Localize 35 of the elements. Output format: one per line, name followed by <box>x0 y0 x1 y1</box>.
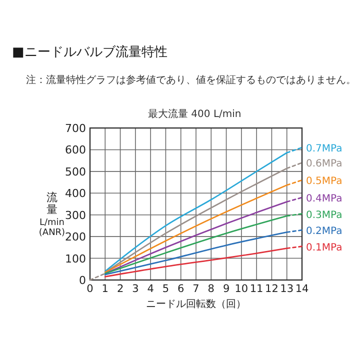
y-tick-label: 400 <box>65 187 86 200</box>
series-label: 0.1MPa <box>306 242 342 254</box>
y-axis-title: 流量 L/min (ANR) <box>38 191 66 238</box>
series-label: 0.4MPa <box>306 193 342 204</box>
series-label: 0.3MPa <box>306 210 342 221</box>
x-tick-label: 7 <box>192 283 200 295</box>
y-tick-label: 700 <box>65 122 86 135</box>
x-tick-label: 0 <box>86 283 94 295</box>
x-tick-label: 2 <box>116 283 124 295</box>
x-axis-title: ニードル回転数（回） <box>146 299 246 310</box>
y-tick-label: 0 <box>79 274 86 287</box>
chart-subtitle: 最大流量 400 L/min <box>148 108 242 120</box>
x-tick-label: 5 <box>162 283 170 295</box>
x-tick-label: 12 <box>265 283 278 295</box>
text: 注：流量特性グラフは参考値であり、値を保証するものではありません。 <box>26 74 350 86</box>
series-label: 0.7MPa <box>306 144 342 155</box>
y-tick-label: 500 <box>65 165 86 178</box>
chart-title: ■ニードルバルブ流量特性 <box>12 44 168 60</box>
x-tick-label: 13 <box>280 283 294 295</box>
x-tick-label: 3 <box>132 283 139 295</box>
series-label: 0.2MPa <box>306 226 342 238</box>
x-tick-label: 10 <box>234 283 248 295</box>
y-tick-label: 300 <box>65 208 86 222</box>
x-tick-label: 14 <box>295 283 309 295</box>
x-tick-label: 4 <box>147 283 154 295</box>
y-tick-label: 200 <box>65 230 86 244</box>
series-label: 0.6MPa <box>306 158 342 170</box>
x-tick-label: 1 <box>102 283 108 295</box>
y-tick-label: 100 <box>65 252 86 266</box>
x-tick-label: 6 <box>178 283 185 295</box>
x-tick-label: 9 <box>222 283 230 295</box>
series-label: 0.5MPa <box>306 176 342 188</box>
x-tick-label: 11 <box>250 283 264 295</box>
y-tick-label: 600 <box>65 144 86 157</box>
x-tick-label: 8 <box>208 283 214 295</box>
